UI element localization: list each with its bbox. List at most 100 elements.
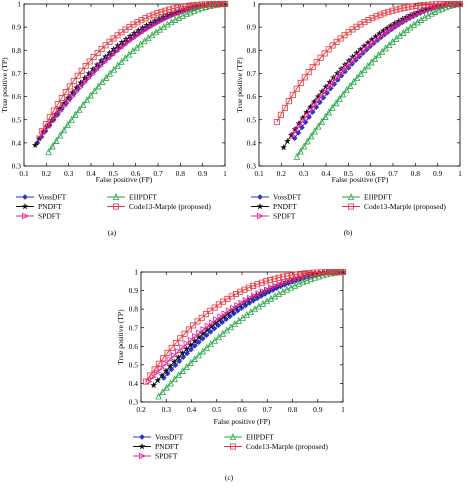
data-point [174, 353, 182, 361]
series-line [153, 271, 344, 386]
data-point [336, 94, 343, 102]
legend-label: PNDFT [38, 202, 62, 211]
data-point [129, 47, 137, 55]
chart-panel-1: 0.1 0.2 0.3 0.4 0.5 0.6 0.7 0.8 0.9 1 0.3 0.4 0.5 0.6… [0, 0, 229, 237]
data-point [93, 61, 101, 68]
data-point [68, 89, 76, 96]
data-point [177, 9, 185, 16]
series-eiipdft [45, 0, 229, 156]
data-point [196, 329, 204, 336]
x-tick-label: 0.4 [321, 169, 331, 178]
data-point [287, 283, 295, 291]
data-point [198, 314, 205, 321]
data-point [449, 1, 456, 8]
data-point [333, 75, 341, 82]
legend-marker [229, 433, 237, 441]
data-point [329, 103, 336, 111]
data-point [142, 15, 149, 22]
data-point [276, 281, 284, 288]
data-point [297, 147, 304, 155]
x-tick-label: 0.3 [299, 169, 309, 178]
data-point [284, 272, 291, 279]
data-point [186, 2, 193, 9]
data-point [221, 0, 228, 7]
data-point [347, 59, 355, 67]
data-point [219, 329, 227, 337]
series-vossdft [291, 1, 463, 142]
data-point [297, 79, 304, 86]
data-point [118, 57, 125, 65]
legend-marker [139, 434, 145, 440]
data-point [310, 269, 317, 276]
series-line [296, 3, 461, 157]
data-point [237, 288, 244, 295]
data-point [102, 73, 110, 81]
data-point [95, 82, 102, 90]
data-point [99, 78, 106, 86]
data-point [141, 27, 149, 34]
data-point [213, 316, 221, 323]
x-tick-label: 0.2 [277, 169, 287, 178]
series-line [283, 3, 461, 148]
data-point [300, 116, 308, 124]
legend-marker [256, 202, 264, 210]
x-tick-label: 0.7 [388, 169, 398, 178]
data-point [241, 286, 248, 293]
data-point [306, 103, 314, 110]
data-point [361, 65, 368, 73]
plot-frame [258, 3, 461, 167]
data-point [283, 285, 291, 293]
data-point [154, 376, 162, 384]
data-point [304, 137, 311, 145]
y-tick-label: 0.4 [247, 138, 257, 147]
data-point [445, 1, 452, 8]
data-point [146, 13, 153, 20]
data-point [155, 392, 162, 400]
data-point [60, 102, 68, 110]
legend-item: VossDFT [133, 433, 184, 442]
data-point [187, 359, 194, 366]
data-point [337, 35, 344, 42]
data-point [289, 91, 296, 98]
x-axis-label: False positive (FP) [214, 417, 271, 426]
data-point [309, 64, 316, 71]
data-point [225, 307, 233, 314]
x-tick-label: 0.8 [411, 169, 421, 178]
data-point [159, 388, 166, 396]
data-point [357, 69, 364, 77]
legend-marker [256, 212, 264, 220]
x-tick-label: 0.4 [187, 405, 197, 414]
data-point [150, 381, 158, 389]
data-point [150, 11, 157, 18]
data-point [181, 7, 189, 15]
data-point [195, 339, 202, 346]
data-point [262, 278, 269, 285]
data-point [317, 54, 324, 61]
data-point [344, 63, 352, 70]
data-point [307, 106, 315, 114]
series-line [34, 3, 225, 146]
data-point [187, 8, 194, 16]
series-code13-marple-proposed- [273, 0, 463, 126]
data-point [397, 5, 404, 12]
data-point [289, 276, 297, 284]
legend-item: EIIPDFT [342, 193, 392, 202]
data-point [170, 5, 177, 12]
series-code13-marple-proposed- [143, 268, 346, 385]
data-point [316, 99, 323, 106]
data-point [211, 336, 219, 344]
data-point [206, 2, 213, 9]
x-tick-label: 0.7 [153, 169, 163, 178]
x-tick-label: 0.5 [109, 169, 119, 178]
data-point [368, 58, 375, 66]
y-axis-label: True positive (TP) [0, 57, 9, 113]
data-point [172, 362, 179, 369]
data-point [194, 1, 201, 8]
data-point [106, 38, 113, 45]
data-point [217, 313, 225, 320]
data-point [157, 17, 165, 25]
data-point [105, 55, 113, 62]
data-point [355, 52, 362, 59]
data-point [158, 371, 166, 379]
legend-label: PNDFT [273, 202, 297, 211]
